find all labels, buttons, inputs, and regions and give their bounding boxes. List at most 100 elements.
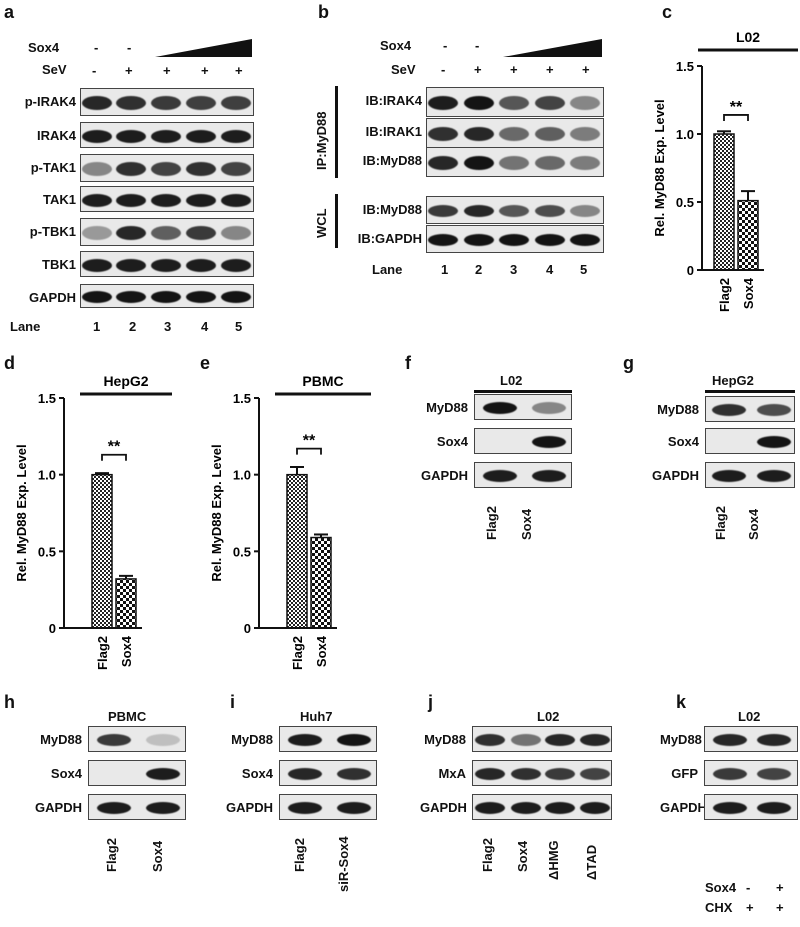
lane-label: Sox4: [519, 508, 534, 540]
blot-band: [186, 162, 217, 176]
bar-sox4: [310, 536, 332, 629]
blot-label: GAPDH: [420, 800, 467, 815]
sox4-sign: -: [127, 40, 132, 55]
blot-band: [579, 734, 610, 746]
sox4-row-label: Sox4: [705, 880, 737, 895]
blot-strip: [474, 428, 572, 454]
bar-flag2: [713, 133, 735, 271]
blot-label: GAPDH: [29, 290, 76, 305]
sev-sign: +: [163, 63, 171, 78]
blot-band: [756, 470, 791, 482]
panel-label-b: b: [318, 2, 329, 22]
blot-band: [534, 156, 565, 170]
blot-strip: [472, 794, 612, 820]
blot-band: [474, 768, 505, 780]
blot-band: [499, 96, 530, 110]
blot-strip: [80, 186, 254, 212]
panel-label-e: e: [200, 353, 211, 373]
blot-band: [499, 234, 530, 246]
sev-sign: +: [582, 62, 590, 77]
lane-label: Flag2: [292, 838, 307, 872]
sev-sign: +: [546, 62, 554, 77]
blot-label: TBK1: [42, 257, 76, 272]
blot-band: [570, 127, 601, 141]
sev-sign: +: [201, 63, 209, 78]
blot-band: [474, 802, 505, 814]
blot-band: [116, 226, 147, 240]
blot-band: [531, 436, 566, 448]
blot-band: [570, 156, 601, 170]
blot-band: [756, 768, 791, 780]
sev-sign: +: [510, 62, 518, 77]
blot-band: [534, 205, 565, 217]
sox4-sign: -: [475, 38, 480, 53]
blot-band: [96, 802, 131, 814]
sev-sign: -: [92, 63, 97, 78]
lane-number: 3: [164, 319, 172, 334]
title-underline: [705, 390, 795, 393]
blot-label: Sox4: [241, 766, 273, 781]
lane-number: 1: [93, 319, 101, 334]
blot-band: [463, 127, 494, 141]
blot-strip: [80, 251, 254, 277]
lane-label: Sox4: [515, 840, 530, 872]
cell-line-title: HepG2: [712, 373, 754, 388]
panel-label-c: c: [662, 2, 673, 22]
significance-label: **: [108, 439, 121, 456]
bar-sox4: [115, 578, 137, 629]
sev-sign: -: [441, 62, 446, 77]
lane-number: 1: [441, 262, 449, 277]
bar-flag2: [286, 473, 308, 629]
significance-label: **: [303, 433, 316, 450]
blot-band: [463, 234, 494, 246]
blot-band: [81, 96, 112, 110]
blot-band: [220, 193, 251, 207]
y-axis-label: Rel. MyD88 Exp. Level: [14, 444, 29, 581]
panel-label-d: d: [4, 353, 15, 373]
blot-strip: [80, 88, 254, 116]
lane-label: ΔHMG: [546, 840, 561, 880]
blot-strip: [80, 122, 254, 148]
blot-band: [186, 129, 217, 143]
blot-strip: [426, 87, 604, 117]
blot-band: [151, 226, 182, 240]
blot-strip: [426, 147, 604, 177]
blot-band: [220, 258, 251, 272]
blot-band: [151, 162, 182, 176]
blot-band: [713, 734, 748, 746]
blot-band: [534, 234, 565, 246]
lane-number: 3: [510, 262, 518, 277]
blot-band: [220, 226, 251, 240]
blot-band: [756, 802, 791, 814]
blot-band: [428, 156, 459, 170]
blot-strip: [88, 760, 186, 786]
significance-label: **: [730, 99, 743, 116]
lane-number: 4: [201, 319, 209, 334]
y-tick-label: 1.0: [38, 468, 56, 483]
blot-band: [81, 162, 112, 176]
blot-label: p-TBK1: [29, 224, 76, 239]
blot-strip: [474, 394, 572, 420]
blot-strip: [704, 760, 798, 786]
blot-strip: [279, 760, 377, 786]
blot-band: [499, 127, 530, 141]
bar-chart-e: PBMC 0 0.5 1.0 1.5 Rel. MyD88 Exp. Level Flag2…: [209, 373, 371, 670]
y-tick-label: 0.5: [38, 544, 56, 559]
lane-label: siR-Sox4: [336, 836, 351, 892]
blot-band: [116, 129, 147, 143]
blot-band: [81, 226, 112, 240]
significance-bracket: [296, 447, 322, 455]
blot-label: MyD88: [40, 732, 82, 747]
blot-band: [186, 96, 217, 110]
blot-band: [511, 802, 542, 814]
category-label: Flag2: [95, 636, 110, 670]
blot-band: [544, 802, 575, 814]
blot-band: [511, 734, 542, 746]
blot-band: [287, 734, 322, 746]
blot-band: [81, 193, 112, 207]
blot-strip: [705, 428, 795, 454]
blot-band: [287, 802, 322, 814]
blot-label: MyD88: [424, 732, 466, 747]
blot-band: [220, 129, 251, 143]
y-tick-label: 1.0: [233, 468, 251, 483]
